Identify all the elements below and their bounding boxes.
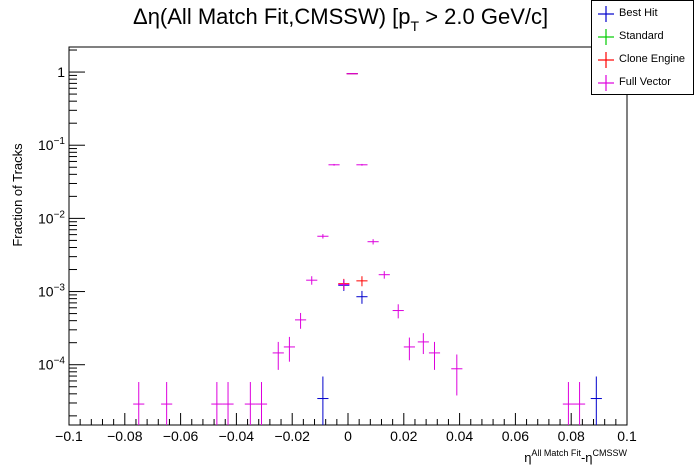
series-full-vector [133,73,586,425]
legend-marker [598,75,614,91]
y-tick-exp: −2 [54,209,66,220]
legend-entry-full-vector: Full Vector [592,72,693,95]
title-rest: > 2.0 GeV/c] [419,4,548,29]
x-tick-label: −0.02 [274,428,310,444]
series-clone-engine [338,73,368,290]
y-tick-base: 10 [38,210,54,226]
chart-title: Δη(All Match Fit,CMSSW) [pT > 2.0 GeV/c] [133,4,548,34]
y-axis-label: Fraction of Tracks [10,143,25,247]
y-tick-base: 10 [38,137,54,153]
y-tick-label: 1 [57,64,65,80]
title-sub: T [411,18,420,34]
data-point [451,354,463,396]
plot-frame [68,46,628,426]
y-tick-exp: −1 [54,136,66,147]
y-tick-base: 10 [38,284,54,300]
x-axis-label: ηAll Match Fit-ηCMSSW [524,448,627,465]
data-point [317,234,329,239]
legend-entry-clone-engine: Clone Engine [592,49,693,72]
x-label-eta1: η [524,450,531,465]
x-axis: −0.1 −0.08 −0.06 −0.04 −0.02 0 0.02 0.04 0.06 0.0… [55,413,637,444]
data-point [562,382,574,425]
legend-entry-standard: Standard [592,26,693,49]
data-point [392,304,404,319]
x-label-sup1: All Match Fit [531,448,581,458]
data-point [356,276,368,287]
legend-entry-best-hit: Best Hit [592,3,693,26]
y-tick-label: 10−3 [38,283,65,300]
data-point [255,382,268,425]
data-point [133,382,145,425]
x-tick-label: 0.04 [446,428,473,444]
x-tick-label: −0.06 [163,428,199,444]
y-tick-label: 10−4 [38,356,65,373]
data-point [272,341,284,370]
data-point [367,239,379,245]
plot-area-border [68,46,628,426]
legend-label: Clone Engine [619,53,686,65]
data-point [306,276,318,285]
legend-label: Standard [619,30,664,42]
x-tick-label: −0.08 [107,428,143,444]
data-point [590,376,602,425]
legend-marker [598,6,614,22]
y-tick-label: 10−2 [38,209,65,226]
legend-marker [598,29,614,45]
legend-marker [598,52,614,68]
data-point [161,382,173,425]
data-point [317,376,329,425]
data-point [417,333,429,355]
x-tick-label: −0.04 [219,428,255,444]
data-series [133,73,602,425]
x-tick-label: 0.02 [390,428,417,444]
data-point [378,271,390,279]
data-point [573,382,586,425]
data-point [356,163,368,166]
y-tick-label: 10−1 [38,136,65,153]
data-point [328,163,340,166]
data-point [403,337,415,361]
data-point [222,382,234,425]
y-tick-base: 10 [38,357,54,373]
y-tick-base: 1 [57,64,65,80]
data-point [356,290,368,304]
data-point [244,382,256,425]
x-tick-label: 0.08 [558,428,585,444]
y-axis: 10−410−310−210−11 [38,49,85,417]
data-point [338,279,350,291]
x-tick-label: 0.06 [502,428,529,444]
data-point [283,336,295,362]
data-point [294,312,307,329]
chart-title-text: Δη(All Match Fit,CMSSW) [pT > 2.0 GeV/c] [133,4,548,34]
x-tick-label: 0 [344,428,352,444]
data-point [211,382,223,425]
x-label-sup2: CMSSW [593,448,628,458]
y-tick-exp: −4 [54,356,66,367]
x-tick-label: 0.1 [617,428,637,444]
x-label-eta2: -η [581,450,593,465]
x-tick-label: −0.1 [55,428,83,444]
legend: Best Hit Standard Clone Engine Full Vector [591,0,694,95]
data-point [428,341,441,370]
legend-label: Full Vector [619,76,671,88]
y-tick-exp: −3 [54,283,66,294]
series-best-hit [317,73,602,425]
title-main: Δη(All Match Fit,CMSSW) [p [133,4,411,29]
legend-label: Best Hit [619,7,658,19]
